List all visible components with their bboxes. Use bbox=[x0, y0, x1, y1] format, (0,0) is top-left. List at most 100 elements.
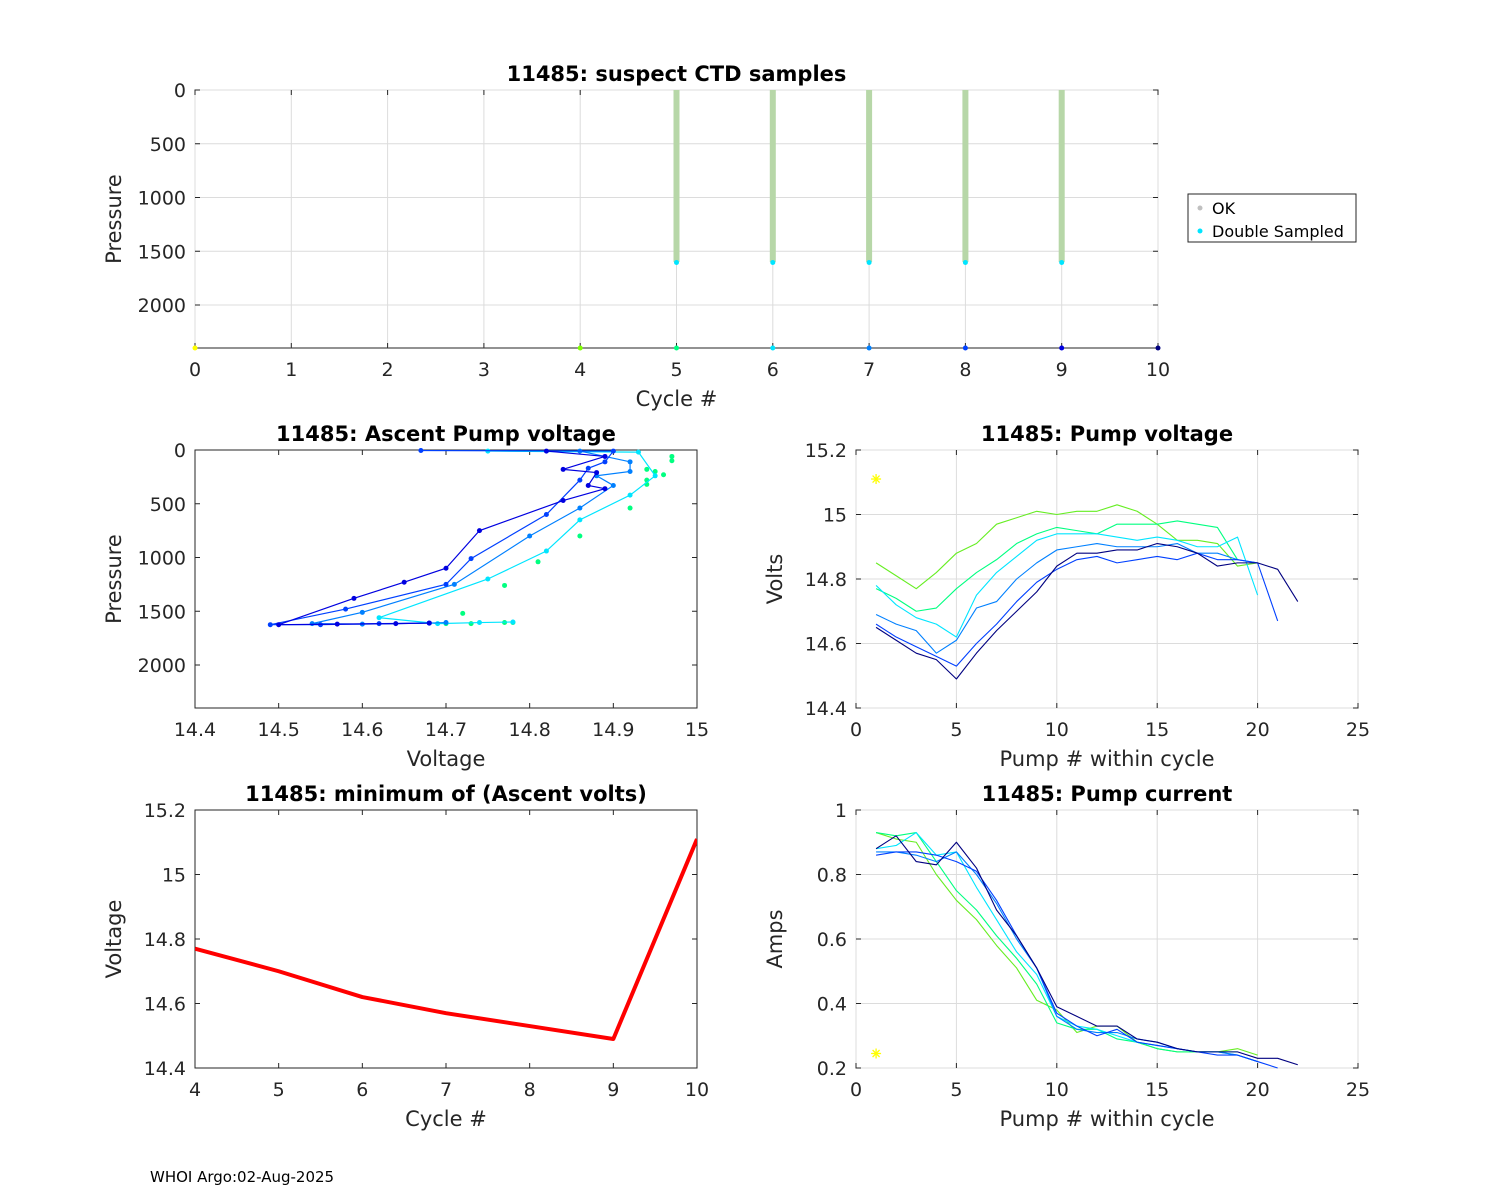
data-point bbox=[334, 621, 340, 627]
x-tick-label: 25 bbox=[1346, 1079, 1370, 1101]
data-point bbox=[535, 559, 541, 565]
data-point bbox=[443, 581, 449, 587]
data-point bbox=[652, 469, 658, 474]
data-point bbox=[610, 448, 616, 454]
data-point bbox=[577, 533, 583, 539]
panel-ascent-pump-voltage: 14.4 14.5 14.6 14.7 14.8 14.9 15 0 500 1000 1500 20… bbox=[102, 422, 709, 771]
data-point bbox=[443, 565, 449, 571]
y-tick-label: 14.8 bbox=[144, 929, 186, 951]
y-tick-label: 500 bbox=[150, 494, 186, 516]
chart-title: 11485: Ascent Pump voltage bbox=[276, 422, 616, 446]
data-point bbox=[485, 576, 491, 582]
x-tick-label: 14.9 bbox=[592, 719, 634, 741]
series-line bbox=[875, 533, 1259, 638]
chart-title: 11485: Pump voltage bbox=[981, 422, 1233, 446]
plot-area bbox=[194, 449, 698, 709]
legend-ok-label: OK bbox=[1212, 199, 1236, 218]
star-marker bbox=[872, 475, 881, 483]
y-axis-label: Amps bbox=[763, 909, 787, 968]
x-tick-label: 7 bbox=[440, 1079, 452, 1101]
data-point bbox=[376, 615, 382, 621]
x-tick-label: 5 bbox=[670, 359, 682, 381]
series-line bbox=[875, 552, 1279, 667]
footer-text: WHOI Argo:02-Aug-2025 bbox=[150, 1168, 334, 1186]
data-point bbox=[309, 621, 315, 627]
x-tick-label: 0 bbox=[189, 359, 201, 381]
legend-double-sampled-marker bbox=[1197, 228, 1203, 234]
x-tick-label: 14.5 bbox=[258, 719, 300, 741]
y-tick-label: 14.8 bbox=[805, 569, 847, 591]
x-tick-label: 3 bbox=[478, 359, 490, 381]
data-point bbox=[343, 606, 349, 612]
series-line bbox=[875, 542, 1299, 680]
cycle-marker bbox=[577, 345, 583, 351]
y-axis-label: Pressure bbox=[102, 174, 126, 264]
y-tick-label: 0.8 bbox=[817, 865, 847, 887]
data-point bbox=[460, 610, 466, 616]
x-tick-label: 15 bbox=[1145, 1079, 1169, 1101]
x-tick-label: 15 bbox=[1145, 719, 1169, 741]
x-axis-label: Voltage bbox=[407, 747, 486, 771]
y-tick-label: 15.2 bbox=[144, 800, 186, 822]
data-point bbox=[602, 453, 608, 459]
cycle-marker bbox=[192, 345, 198, 351]
data-point bbox=[627, 459, 633, 465]
data-point bbox=[661, 472, 667, 478]
y-tick-label: 1000 bbox=[138, 548, 186, 570]
plot-marks bbox=[195, 838, 697, 1041]
cycle-marker bbox=[674, 345, 679, 351]
double-sampled-point bbox=[1059, 260, 1065, 266]
x-tick-label: 7 bbox=[863, 359, 875, 381]
data-point bbox=[644, 466, 650, 472]
plot-marks bbox=[871, 474, 1299, 680]
data-point bbox=[602, 486, 608, 492]
data-point bbox=[594, 470, 600, 476]
data-point bbox=[577, 477, 583, 483]
legend-box bbox=[1187, 193, 1357, 243]
ok-profile-bar bbox=[962, 90, 969, 262]
x-tick-label: 2 bbox=[382, 359, 394, 381]
x-tick-label: 14.7 bbox=[425, 719, 467, 741]
ok-profile-bar bbox=[1058, 90, 1065, 262]
panel-pump-current: 0 5 10 15 20 25 0.2 0.4 0.6 0.8 1 11485: Pump curre… bbox=[763, 782, 1370, 1131]
data-point bbox=[476, 528, 482, 534]
data-point bbox=[401, 579, 407, 585]
y-tick-label: 14.6 bbox=[144, 994, 186, 1016]
y-tick-label: 1500 bbox=[138, 241, 186, 263]
cycle-marker bbox=[1059, 345, 1065, 351]
star-marker bbox=[872, 1049, 881, 1058]
data-point bbox=[585, 482, 591, 488]
data-point bbox=[476, 620, 482, 626]
data-point bbox=[435, 621, 441, 627]
series-line bbox=[875, 835, 1298, 1066]
x-tick-label: 9 bbox=[1056, 359, 1068, 381]
y-tick-label: 1 bbox=[835, 800, 847, 822]
series-line bbox=[875, 504, 1258, 590]
data-point bbox=[669, 458, 675, 464]
y-tick-label: 15 bbox=[823, 505, 847, 527]
x-tick-label: 9 bbox=[607, 1079, 619, 1101]
x-tick-label: 6 bbox=[356, 1079, 368, 1101]
data-point bbox=[627, 505, 633, 511]
x-tick-label: 10 bbox=[1045, 1079, 1069, 1101]
x-tick-label: 20 bbox=[1246, 719, 1270, 741]
data-point bbox=[669, 453, 675, 459]
y-axis-label: Pressure bbox=[102, 534, 126, 624]
x-tick-label: 1 bbox=[285, 359, 297, 381]
y-axis-label: Voltage bbox=[102, 900, 126, 979]
data-point bbox=[468, 556, 474, 562]
data-point bbox=[451, 581, 457, 587]
x-tick-label: 10 bbox=[685, 1079, 709, 1101]
double-sampled-point bbox=[770, 260, 776, 266]
plot-marks bbox=[267, 448, 675, 628]
double-sampled-point bbox=[674, 260, 679, 266]
ok-profile-bar bbox=[769, 90, 776, 262]
data-point bbox=[502, 582, 508, 588]
y-tick-label: 15 bbox=[162, 865, 186, 887]
x-tick-label: 5 bbox=[950, 1079, 962, 1101]
y-tick-label: 2000 bbox=[138, 295, 186, 317]
x-tick-label: 4 bbox=[574, 359, 586, 381]
ok-profile-bar bbox=[866, 90, 873, 262]
y-tick-label: 14.4 bbox=[805, 698, 847, 720]
